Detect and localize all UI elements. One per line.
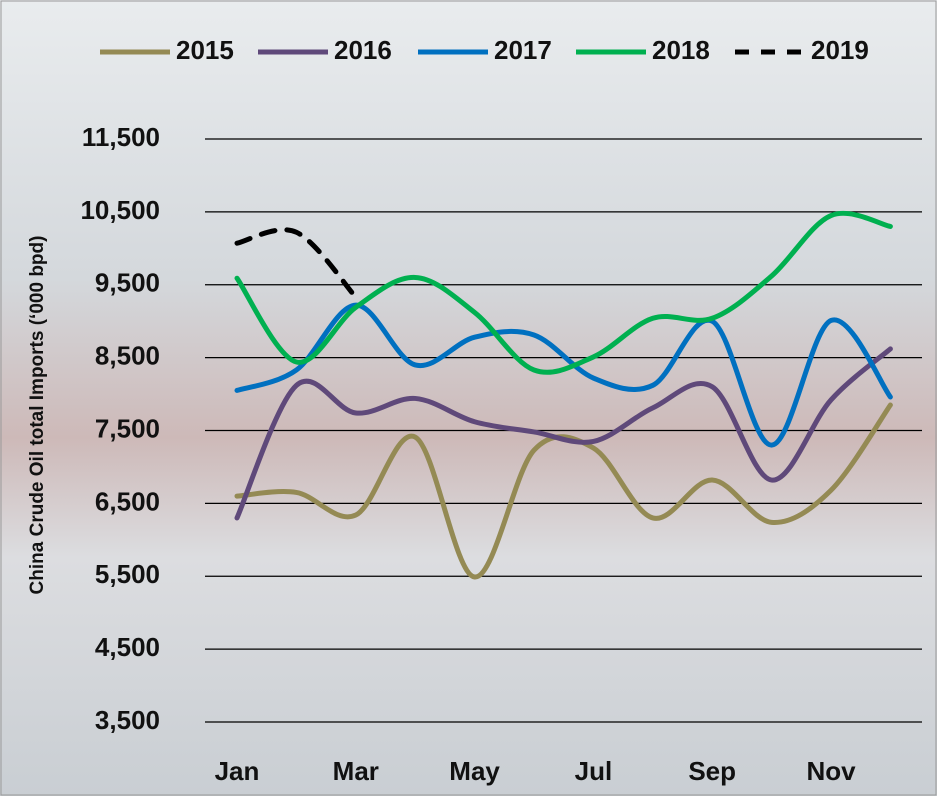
y-tick-label: 10,500 <box>80 195 160 225</box>
chart: China Crude Oil total Imports (‘000 bpd)… <box>0 0 937 796</box>
x-tick-label: Jul <box>575 756 613 786</box>
y-tick-label: 8,500 <box>95 341 160 371</box>
x-tick-label: Mar <box>333 756 379 786</box>
y-tick-label: 4,500 <box>95 632 160 662</box>
y-tick-label: 3,500 <box>95 705 160 735</box>
y-tick-label: 5,500 <box>95 559 160 589</box>
y-axis-label: China Crude Oil total Imports (‘000 bpd) <box>27 236 48 595</box>
x-tick-label: May <box>449 756 500 786</box>
legend-label: 2019 <box>811 35 869 65</box>
y-tick-label: 11,500 <box>82 122 160 152</box>
legend-label: 2016 <box>334 35 392 65</box>
legend-label: 2015 <box>176 35 234 65</box>
y-tick-label: 6,500 <box>95 486 160 516</box>
x-tick-label: Sep <box>688 756 736 786</box>
legend-label: 2017 <box>494 35 552 65</box>
y-tick-label: 9,500 <box>95 268 160 298</box>
x-tick-label: Jan <box>215 756 260 786</box>
legend-label: 2018 <box>652 35 710 65</box>
y-tick-label: 7,500 <box>95 413 160 443</box>
x-tick-label: Nov <box>806 756 856 786</box>
